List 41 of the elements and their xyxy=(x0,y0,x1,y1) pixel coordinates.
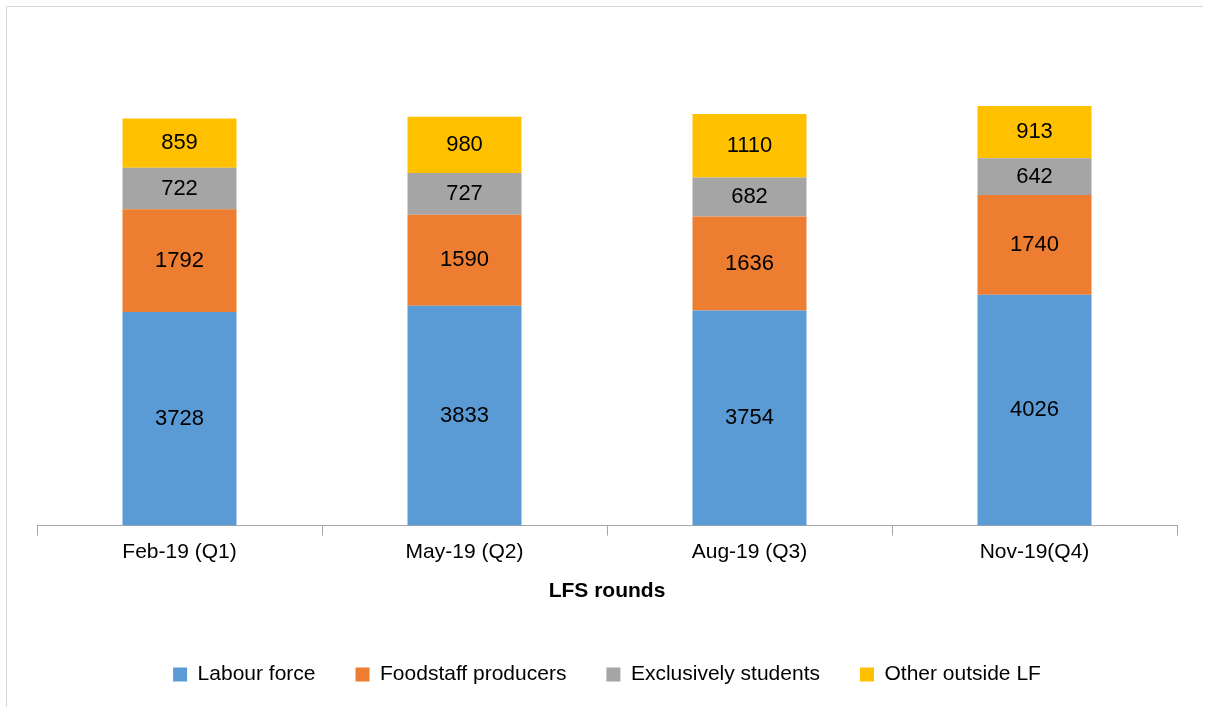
x-tick-label: Feb-19 (Q1) xyxy=(122,539,237,562)
x-tick-label: May-19 (Q2) xyxy=(405,539,524,562)
bar xyxy=(122,167,237,210)
legend-label: Foodstaff producers xyxy=(380,661,567,685)
legend-label: Exclusively students xyxy=(630,661,820,685)
data-label: 727 xyxy=(446,179,483,205)
data-label: 722 xyxy=(161,174,198,200)
bar xyxy=(122,209,237,312)
data-label: 3754 xyxy=(725,404,774,430)
bar xyxy=(407,116,522,174)
bar xyxy=(407,173,522,215)
data-label: 3728 xyxy=(155,404,204,430)
legend-label: Labour force xyxy=(197,661,316,685)
x-axis-title: LFS rounds xyxy=(548,578,666,602)
data-label: 1110 xyxy=(726,131,773,157)
data-label: 3833 xyxy=(440,401,489,427)
bar xyxy=(977,105,1092,159)
legend-label: Other outside LF xyxy=(884,661,1041,685)
data-label: 913 xyxy=(1016,118,1053,144)
bar xyxy=(407,305,522,526)
x-tick-label: Nov-19(Q4) xyxy=(979,539,1090,562)
bar xyxy=(692,177,807,217)
data-label: 1590 xyxy=(440,246,489,272)
data-label: 1636 xyxy=(725,249,774,275)
bar xyxy=(692,310,807,526)
bar xyxy=(977,294,1092,526)
bar xyxy=(407,214,522,306)
data-label: 980 xyxy=(446,131,483,157)
data-label: 859 xyxy=(161,129,198,155)
bar xyxy=(122,311,237,526)
data-label: 1792 xyxy=(155,246,204,272)
bar xyxy=(122,118,237,168)
data-label: 1740 xyxy=(1010,231,1059,256)
data-label: 4026 xyxy=(1010,396,1059,422)
bar xyxy=(977,195,1092,295)
bar xyxy=(692,113,807,178)
data-label: 682 xyxy=(731,183,768,209)
bar xyxy=(692,216,807,311)
bar xyxy=(977,158,1092,196)
data-label: 642 xyxy=(1016,162,1053,188)
x-tick-label: Aug-19 (Q3) xyxy=(691,539,808,562)
